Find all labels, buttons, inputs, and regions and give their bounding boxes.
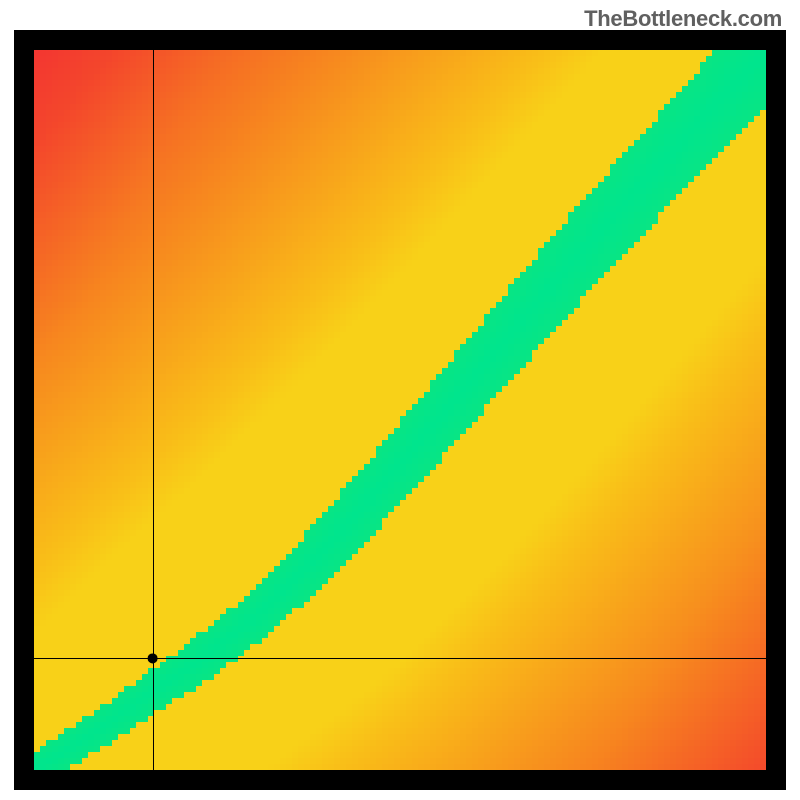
plot-frame	[14, 30, 786, 790]
chart-container: TheBottleneck.com	[0, 0, 800, 800]
crosshair-overlay	[34, 50, 766, 770]
watermark-text: TheBottleneck.com	[584, 6, 782, 32]
